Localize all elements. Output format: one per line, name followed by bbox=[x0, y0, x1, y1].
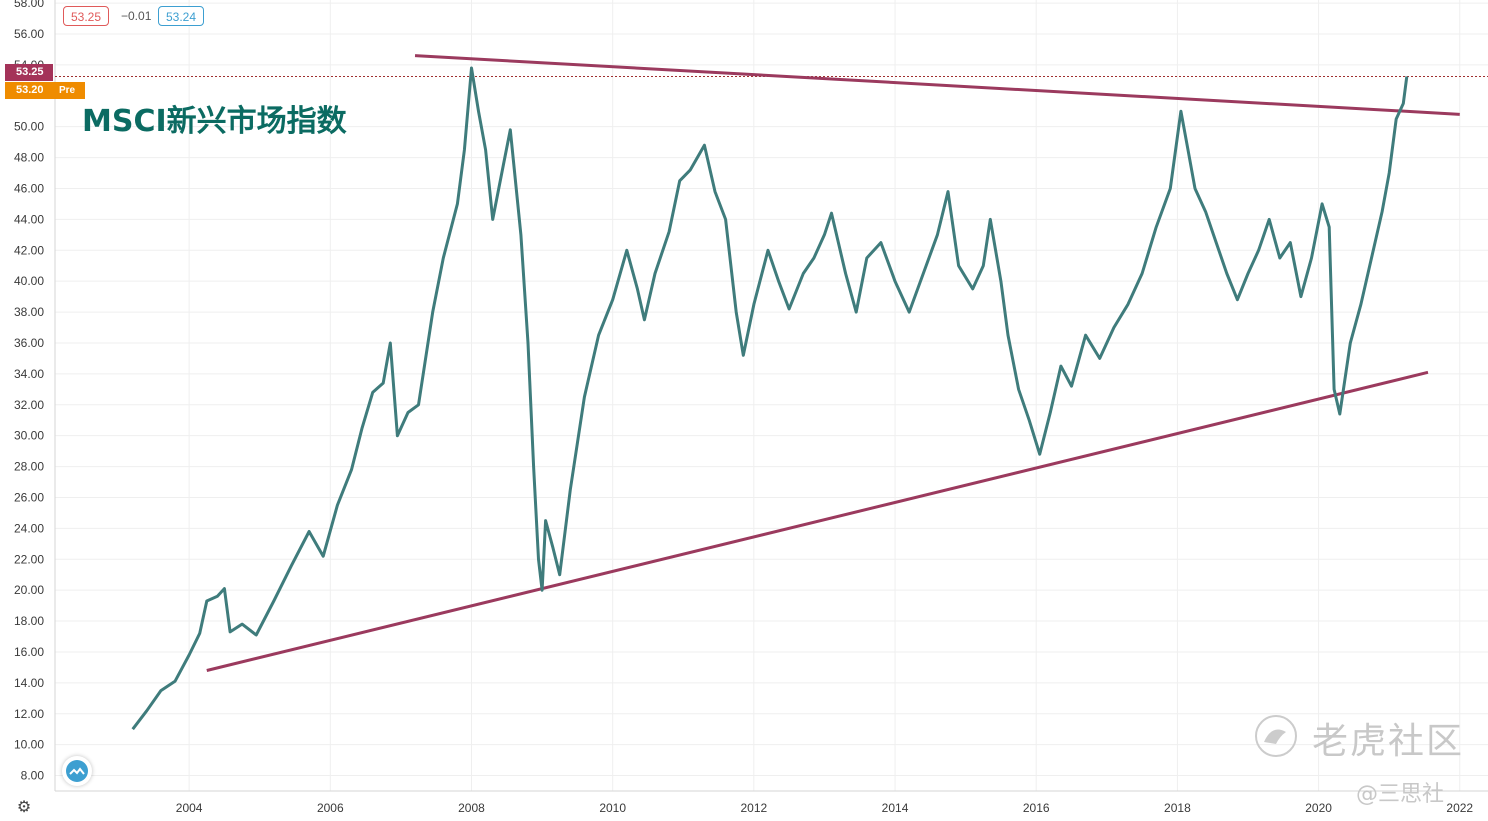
x-tick-label: 2012 bbox=[741, 801, 768, 815]
premarket-label: Pre bbox=[59, 85, 76, 96]
y-tick-label: 42.00 bbox=[14, 243, 44, 257]
change-value: −0.01 bbox=[119, 6, 154, 26]
y-tick-label: 38.00 bbox=[14, 305, 44, 319]
y-tick-label: 50.00 bbox=[14, 120, 44, 134]
x-tick-label: 2006 bbox=[317, 801, 344, 815]
x-axis-ticks: 2004 2006 2008 2010 2012 2014 2016 2018 2020 2022 bbox=[176, 801, 1474, 815]
trendline bbox=[206, 370, 1429, 672]
premarket-price-tag: 53.20 Pre bbox=[5, 82, 85, 99]
watermark-brand: 老虎社区 bbox=[1312, 721, 1465, 762]
y-tick-label: 24.00 bbox=[14, 521, 44, 535]
y-tick-label: 22.00 bbox=[14, 552, 44, 566]
x-tick-label: 2022 bbox=[1446, 801, 1473, 815]
y-tick-label: 12.00 bbox=[14, 707, 44, 721]
x-tick-label: 2020 bbox=[1305, 801, 1332, 815]
trendlines bbox=[206, 54, 1460, 672]
mid-price-chip[interactable]: 53.24 bbox=[158, 6, 205, 26]
y-tick-label: 44.00 bbox=[14, 212, 44, 226]
gear-icon[interactable]: ⚙ bbox=[16, 799, 32, 816]
x-tick-label: 2014 bbox=[882, 801, 909, 815]
y-tick-label: 20.00 bbox=[14, 583, 44, 597]
y-tick-label: 10.00 bbox=[14, 738, 44, 752]
y-tick-label: 14.00 bbox=[14, 676, 44, 690]
y-tick-label: 28.00 bbox=[14, 460, 44, 474]
y-tick-label: 46.00 bbox=[14, 181, 44, 195]
premarket-price-value: 53.20 bbox=[16, 84, 44, 96]
y-tick-label: 36.00 bbox=[14, 336, 44, 350]
x-tick-label: 2018 bbox=[1164, 801, 1191, 815]
y-tick-label: 16.00 bbox=[14, 645, 44, 659]
y-tick-label: 26.00 bbox=[14, 490, 44, 504]
x-tick-label: 2004 bbox=[176, 801, 203, 815]
x-tick-label: 2010 bbox=[599, 801, 626, 815]
y-axis-ticks: 8.00 10.00 12.00 14.00 16.00 18.00 20.00 22.00 2… bbox=[14, 0, 44, 783]
x-tick-label: 2016 bbox=[1023, 801, 1050, 815]
y-tick-label: 32.00 bbox=[14, 398, 44, 412]
y-tick-label: 58.00 bbox=[14, 0, 44, 10]
trendline bbox=[414, 54, 1460, 116]
y-tick-label: 8.00 bbox=[21, 769, 45, 783]
y-tick-label: 56.00 bbox=[14, 27, 44, 41]
x-tick-label: 2008 bbox=[458, 801, 485, 815]
series-line bbox=[131, 66, 1409, 731]
y-tick-label: 34.00 bbox=[14, 367, 44, 381]
grid-lines bbox=[55, 0, 1488, 791]
tradingview-cloud-icon[interactable] bbox=[62, 756, 92, 786]
chart-title: MSCI新兴市场指数 bbox=[82, 104, 347, 139]
price-chip[interactable]: 53.25 bbox=[63, 6, 110, 26]
watermark-author: @三思社 bbox=[1356, 782, 1445, 807]
y-tick-label: 30.00 bbox=[14, 429, 44, 443]
watermark-logo-icon bbox=[1255, 715, 1297, 757]
last-price-tag: 53.25 bbox=[5, 64, 53, 81]
y-tick-label: 40.00 bbox=[14, 274, 44, 288]
y-tick-label: 48.00 bbox=[14, 151, 44, 165]
y-tick-label: 18.00 bbox=[14, 614, 44, 628]
